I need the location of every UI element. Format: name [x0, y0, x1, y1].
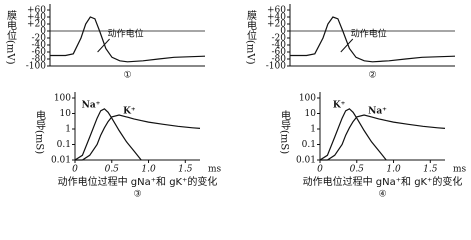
y-tick-label: -100 — [26, 62, 46, 72]
panel: 电导(mS) 100 10 1 0.1 0.010 0.5 1.0 1.5 ms Na⁺ K⁺ 动作电位… — [34, 92, 222, 198]
y-tick-label: 1 — [65, 125, 71, 135]
panel: 膜电位(mV) +60+40+200-20-40-60-80-100 动作电位 ② — [245, 4, 456, 81]
y-tick-label: 100 — [54, 94, 71, 104]
series-line — [74, 108, 142, 161]
y-tick-label: 0 — [40, 27, 46, 37]
annotation-arrow — [97, 38, 110, 53]
panel-label: ① — [123, 71, 131, 81]
y-tick-label: +40 — [27, 13, 46, 23]
y-tick-label: 100 — [299, 94, 316, 104]
y-tick-label: -20 — [32, 34, 47, 44]
x-tick-label: 1.5 — [423, 165, 438, 175]
y-tick-label: -40 — [272, 41, 287, 51]
x-tick-label: 0 — [317, 165, 323, 175]
annotation: 动作电位 — [108, 28, 144, 40]
x-tick-label: 0.5 — [350, 165, 365, 175]
y-tick-label: -60 — [272, 48, 287, 58]
x-tick-label: 1.0 — [141, 165, 156, 175]
panel-label: ② — [368, 71, 376, 81]
caption: 动作电位过程中 gNa⁺和 gK⁺的变化 — [303, 175, 463, 188]
y-tick-label: 0.1 — [302, 140, 316, 150]
y-tick-label: -80 — [32, 55, 47, 65]
figure: 膜电位(mV) +60+40+200-20-40-60-80-100动作电位①膜电… — [5, 4, 467, 198]
y-tick-label: 1 — [310, 125, 316, 135]
y-tick-label: -60 — [32, 48, 47, 58]
series-line — [50, 16, 206, 63]
y-tick-label: +40 — [267, 13, 286, 23]
caption: 动作电位过程中 gNa⁺和 gK⁺的变化 — [58, 175, 218, 188]
y-tick-label: 10 — [305, 109, 317, 119]
x-tick-label: 0 — [72, 165, 78, 175]
y-tick-label: 0.1 — [57, 140, 71, 150]
y-axis-label: 膜电位(mV) — [5, 10, 17, 65]
panel-label: ④ — [378, 190, 386, 199]
panel: 膜电位(mV) +60+40+200-20-40-60-80-100 动作电位 ① — [5, 4, 206, 81]
series-line — [290, 16, 456, 63]
x-tick-label: 1.5 — [178, 165, 193, 175]
y-tick-label: 10 — [60, 109, 72, 119]
series-label: Na⁺ — [82, 100, 101, 110]
panel: 电导(mS) 100 10 1 0.1 0.010 0.5 1.0 1.5 ms K⁺ Na⁺ 动作电位… — [279, 92, 467, 198]
y-tick-label: 0.01 — [296, 156, 316, 166]
y-tick-label: -80 — [272, 55, 287, 65]
x-tick-label: 0.5 — [105, 165, 120, 175]
series-label: Na⁺ — [368, 107, 387, 117]
annotation-arrow — [340, 38, 354, 53]
y-tick-label: +60 — [27, 6, 46, 16]
y-axis-label: 膜电位(mV) — [245, 10, 257, 65]
y-axis-label: 电导(mS) — [34, 109, 46, 154]
y-tick-label: 0 — [280, 27, 286, 37]
y-tick-label: 0.01 — [51, 156, 71, 166]
panel-label: ③ — [133, 190, 141, 199]
y-tick-label: +20 — [267, 20, 286, 30]
y-axis-label: 电导(mS) — [279, 109, 291, 154]
series-label: K⁺ — [123, 107, 136, 117]
y-tick-label: -100 — [266, 62, 286, 72]
y-tick-label: -20 — [272, 34, 287, 44]
y-tick-label: +60 — [267, 6, 286, 16]
series-line — [319, 108, 387, 161]
series-line — [320, 114, 446, 161]
y-tick-label: +20 — [27, 20, 46, 30]
x-unit: ms — [208, 165, 222, 175]
series-line — [75, 114, 201, 161]
series-label: K⁺ — [333, 100, 346, 110]
x-tick-label: 1.0 — [386, 165, 401, 175]
x-unit: ms — [453, 165, 467, 175]
y-tick-label: -40 — [32, 41, 47, 51]
annotation: 动作电位 — [351, 28, 387, 40]
